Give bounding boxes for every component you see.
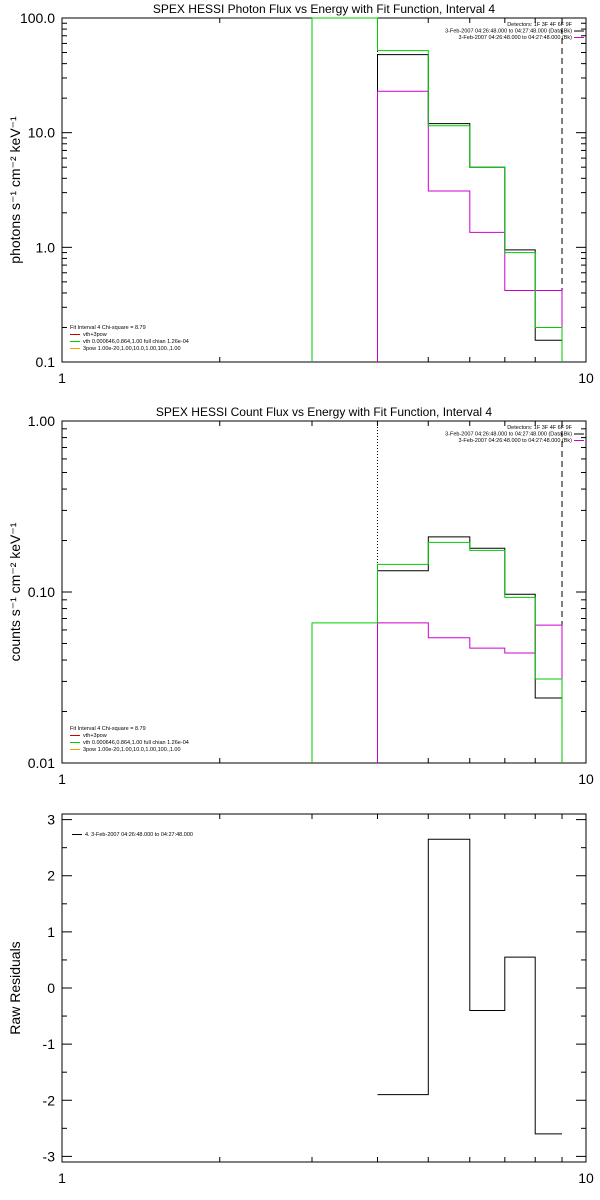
y-tick-label: 0.10 bbox=[28, 584, 55, 600]
x-tick-label: 1 bbox=[58, 370, 66, 386]
legend-entry: vth 0.000646,0.864,1.00 full chian 1.26e… bbox=[83, 740, 189, 746]
legend-entry: Detectors: 1F 3F 4F 6F 9F bbox=[507, 22, 572, 28]
series-line bbox=[377, 622, 563, 763]
legend-entry: Fit Interval 4 Chi-square = 8.79 bbox=[70, 726, 146, 732]
x-tick-label: 1 bbox=[58, 771, 66, 787]
series-line bbox=[377, 838, 562, 1135]
legend-top: Detectors: 1F 3F 4F 6F 9F3-Feb-2007 04:2… bbox=[445, 22, 584, 41]
y-tick-label: -1 bbox=[43, 1036, 56, 1052]
legend-entry: vth+3pow bbox=[83, 733, 107, 739]
x-tick-label: 10 bbox=[578, 771, 594, 787]
y-tick-label: -3 bbox=[43, 1148, 56, 1164]
chart-title: SPEX HESSI Photon Flux vs Energy with Fi… bbox=[153, 2, 495, 16]
plot-frame bbox=[61, 813, 587, 1163]
x-tick-label: 1 bbox=[58, 1170, 66, 1186]
chart-panel-1: 1 10 0.1 1.0 10.0 100.0 SPEX HESSI Photon Flux… bbox=[7, 2, 594, 386]
legend-entry: vth 0.000646,0.864,1.00 full chian 1.26e… bbox=[83, 339, 189, 345]
legend-entry: Detectors: 1F 3F 4F 6F 9F bbox=[507, 425, 572, 431]
y-axis-label: counts s⁻¹ cm⁻² keV⁻¹ bbox=[7, 522, 23, 661]
legend-entry: 4. 3-Feb-2007 04:26:48.000 to 04:27:48.0… bbox=[85, 832, 193, 838]
y-tick-label: -2 bbox=[43, 1092, 56, 1108]
legend-entry: 3-Feb-2007 04:26:48.000 to 04:27:48.000 … bbox=[445, 432, 572, 438]
y-tick-label: 0.01 bbox=[28, 755, 55, 771]
series-line bbox=[311, 17, 563, 362]
y-axis-label: Raw Residuals bbox=[7, 941, 23, 1034]
y-tick-label: 1.00 bbox=[28, 413, 55, 429]
legend-entry: 3pow 1.00e-20,1.00,10.0,1.00,100.,1.00 bbox=[83, 747, 181, 753]
legend-entry: vth+3pow bbox=[83, 332, 107, 338]
chart-panel-3: 1 10 -3 -2 -1 0 1 2 3 Raw Residuals 4. 3-Feb-2007 … bbox=[7, 812, 594, 1186]
legend-entry: 3-Feb-2007 04:26:48.000 to 04:27:48.000 … bbox=[445, 29, 572, 35]
y-tick-label: 2 bbox=[47, 868, 55, 884]
legend-entry: 3pow 1.00e-20,1.00,10.0,1.00,100.,1.00 bbox=[83, 346, 181, 352]
legend-residuals: 4. 3-Feb-2007 04:26:48.000 to 04:27:48.0… bbox=[72, 832, 193, 838]
y-tick-label: 0 bbox=[47, 980, 55, 996]
series-line bbox=[311, 541, 563, 763]
y-tick-label: 10.0 bbox=[28, 125, 55, 141]
series-line bbox=[377, 90, 563, 362]
series-line bbox=[377, 536, 563, 763]
legend-entry: 3-Feb-2007 04:26:48.000 to 04:27:48.000 … bbox=[459, 35, 573, 41]
y-tick-label: 1 bbox=[47, 924, 55, 940]
x-tick-label: 10 bbox=[578, 370, 594, 386]
plot-frame bbox=[61, 420, 587, 764]
legend-bottom: Fit Interval 4 Chi-square = 8.79vth+3pow… bbox=[70, 726, 189, 753]
plot-frame bbox=[61, 17, 587, 363]
legend-top: Detectors: 1F 3F 4F 6F 9F3-Feb-2007 04:2… bbox=[445, 425, 584, 444]
y-tick-label: 0.1 bbox=[36, 354, 56, 370]
legend-entry: 3-Feb-2007 04:26:48.000 to 04:27:48.000 … bbox=[459, 438, 573, 444]
legend-entry: Fit Interval 4 Chi-square = 8.79 bbox=[70, 325, 146, 331]
y-tick-label: 3 bbox=[47, 812, 55, 828]
y-tick-label: 100.0 bbox=[20, 10, 55, 26]
chart-title: SPEX HESSI Count Flux vs Energy with Fit… bbox=[156, 405, 492, 419]
y-axis-label: photons s⁻¹ cm⁻² keV⁻¹ bbox=[7, 116, 23, 264]
chart-panel-2: 1 10 0.01 0.10 1.00 SPEX HESSI Count Flux vs … bbox=[7, 405, 594, 787]
x-tick-label: 10 bbox=[578, 1170, 594, 1186]
y-tick-label: 1.0 bbox=[36, 239, 56, 255]
legend-bottom: Fit Interval 4 Chi-square = 8.79vth+3pow… bbox=[70, 325, 189, 352]
